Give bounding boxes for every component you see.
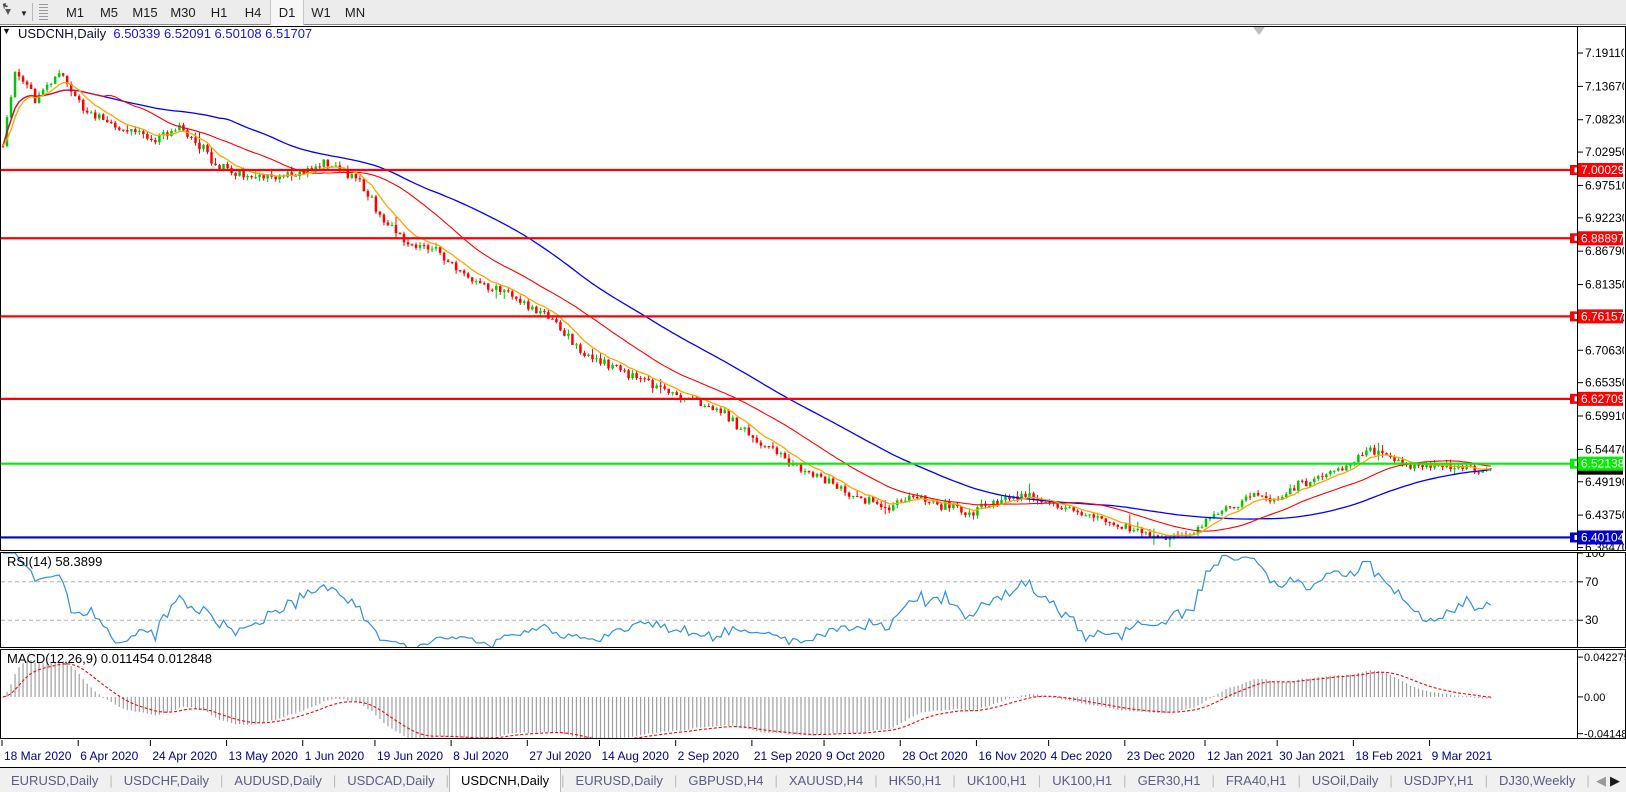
svg-text:6 Apr 2020: 6 Apr 2020: [80, 749, 138, 763]
svg-text:7.08230: 7.08230: [1585, 113, 1624, 127]
svg-text:RSI(14) 58.3899: RSI(14) 58.3899: [7, 554, 102, 569]
svg-text:70: 70: [1585, 575, 1599, 589]
svg-text:MACD(12,26,9) 0.011454 0.01284: MACD(12,26,9) 0.011454 0.012848: [7, 651, 212, 666]
svg-text:28 Oct 2020: 28 Oct 2020: [902, 749, 968, 763]
svg-text:23 Dec 2020: 23 Dec 2020: [1127, 749, 1195, 763]
svg-text:6.62709: 6.62709: [1581, 392, 1624, 406]
svg-text:6.49190: 6.49190: [1585, 475, 1624, 489]
svg-text:8 Jul 2020: 8 Jul 2020: [453, 749, 509, 763]
svg-text:6.54470: 6.54470: [1585, 442, 1624, 456]
svg-text:9 Oct 2020: 9 Oct 2020: [826, 749, 885, 763]
svg-text:6.92230: 6.92230: [1585, 211, 1624, 225]
svg-text:9 Mar 2021: 9 Mar 2021: [1432, 749, 1493, 763]
svg-text:4 Dec 2020: 4 Dec 2020: [1051, 749, 1113, 763]
svg-text:13 May 2020: 13 May 2020: [229, 749, 299, 763]
svg-text:6.70630: 6.70630: [1585, 343, 1624, 357]
svg-text:14 Aug 2020: 14 Aug 2020: [602, 749, 670, 763]
svg-text:0.042275: 0.042275: [1584, 652, 1626, 664]
svg-text:7.13670: 7.13670: [1585, 79, 1624, 93]
svg-text:2 Sep 2020: 2 Sep 2020: [678, 749, 740, 763]
svg-text:6.76157: 6.76157: [1581, 309, 1624, 323]
svg-text:1 Jun 2020: 1 Jun 2020: [305, 749, 365, 763]
svg-text:6.88897: 6.88897: [1581, 231, 1624, 245]
svg-text:30 Jan 2021: 30 Jan 2021: [1279, 749, 1345, 763]
svg-text:12 Jan 2021: 12 Jan 2021: [1207, 749, 1273, 763]
svg-text:7.19110: 7.19110: [1585, 46, 1624, 60]
svg-text:30: 30: [1585, 613, 1599, 627]
svg-text:16 Nov 2020: 16 Nov 2020: [978, 749, 1046, 763]
svg-text:19 Jun 2020: 19 Jun 2020: [377, 749, 443, 763]
svg-text:0.00: 0.00: [1584, 692, 1605, 704]
svg-text:-0.04148: -0.04148: [1584, 729, 1626, 741]
svg-text:6.40104: 6.40104: [1581, 530, 1624, 544]
svg-text:24 Apr 2020: 24 Apr 2020: [152, 749, 217, 763]
svg-text:21 Sep 2020: 21 Sep 2020: [754, 749, 822, 763]
svg-text:6.97510: 6.97510: [1585, 178, 1624, 192]
svg-text:18 Mar 2020: 18 Mar 2020: [4, 749, 72, 763]
svg-text:6.81350: 6.81350: [1585, 278, 1624, 292]
svg-text:27 Jul 2020: 27 Jul 2020: [529, 749, 591, 763]
svg-text:6.59910: 6.59910: [1585, 409, 1624, 423]
svg-text:6.86790: 6.86790: [1585, 244, 1624, 258]
svg-text:18 Feb 2021: 18 Feb 2021: [1355, 749, 1423, 763]
svg-text:6.52138: 6.52138: [1581, 457, 1624, 471]
svg-text:7.02950: 7.02950: [1585, 145, 1624, 159]
svg-text:7.00029: 7.00029: [1581, 163, 1624, 177]
svg-text:6.43750: 6.43750: [1585, 508, 1624, 522]
svg-text:100: 100: [1585, 553, 1605, 560]
svg-text:6.65350: 6.65350: [1585, 376, 1624, 390]
